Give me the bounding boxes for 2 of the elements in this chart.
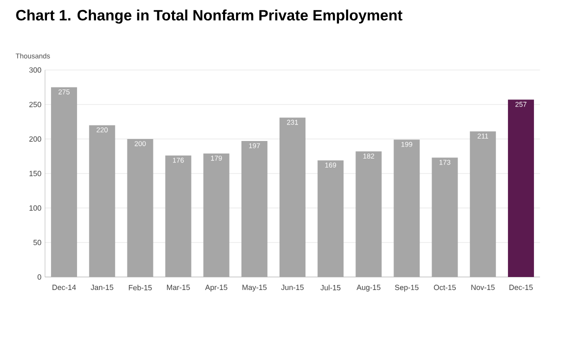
chart-title: Chart 1. Change in Total Nonfarm Private Employment bbox=[16, 10, 402, 24]
bar bbox=[508, 100, 534, 277]
